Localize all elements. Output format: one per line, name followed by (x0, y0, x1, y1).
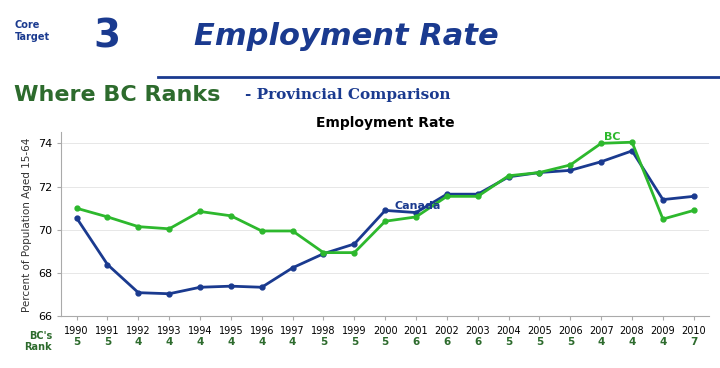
Text: Where BC Ranks: Where BC Ranks (14, 85, 221, 105)
Text: 4: 4 (135, 337, 142, 347)
Text: 6: 6 (444, 337, 451, 347)
Text: 4: 4 (660, 337, 667, 347)
Text: 5: 5 (536, 337, 543, 347)
Text: 3: 3 (94, 17, 121, 56)
Text: 5: 5 (104, 337, 111, 347)
Text: 6: 6 (474, 337, 482, 347)
Text: 5: 5 (73, 337, 80, 347)
Y-axis label: Percent of Population Aged 15-64: Percent of Population Aged 15-64 (22, 137, 32, 312)
Text: - Provincial Comparison: - Provincial Comparison (245, 88, 450, 102)
Text: 5: 5 (382, 337, 389, 347)
Title: Employment Rate: Employment Rate (316, 116, 454, 130)
Text: 5: 5 (567, 337, 574, 347)
Text: 4: 4 (228, 337, 235, 347)
Text: 5: 5 (320, 337, 327, 347)
Text: 5: 5 (505, 337, 512, 347)
Text: 4: 4 (289, 337, 297, 347)
Text: 4: 4 (166, 337, 173, 347)
Text: 6: 6 (413, 337, 420, 347)
Text: 4: 4 (258, 337, 266, 347)
Text: 5: 5 (351, 337, 358, 347)
Text: Canada: Canada (395, 201, 441, 211)
Text: 4: 4 (598, 337, 605, 347)
Text: BC's
Rank: BC's Rank (24, 331, 52, 353)
Text: Employment Rate: Employment Rate (194, 22, 499, 51)
Text: 7: 7 (690, 337, 698, 347)
Text: 4: 4 (197, 337, 204, 347)
Text: BC: BC (604, 132, 621, 142)
Text: 4: 4 (629, 337, 636, 347)
Text: Core
Target: Core Target (14, 20, 50, 42)
